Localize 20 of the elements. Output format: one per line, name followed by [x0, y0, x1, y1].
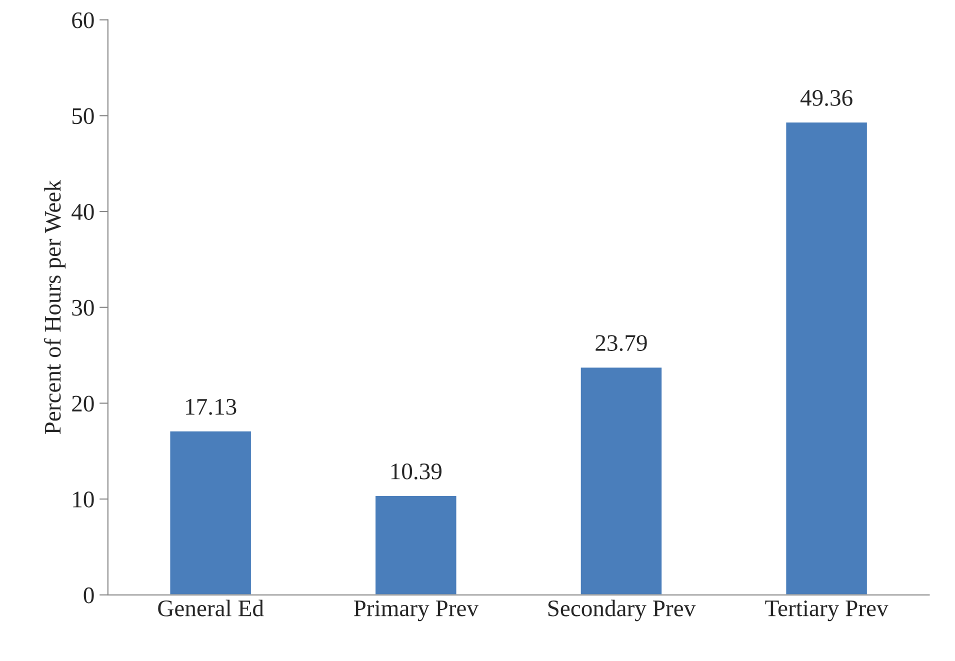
y-axis-title: Percent of Hours per Week — [44, 180, 66, 434]
x-tick-label: Tertiary Prev — [765, 600, 888, 622]
x-tick-label: Primary Prev — [354, 600, 479, 622]
x-tick-label: Secondary Prev — [548, 600, 696, 622]
y-tick-label: 40 — [72, 204, 94, 220]
data-label: 10.39 — [391, 463, 442, 480]
y-tick-label: 10 — [73, 492, 94, 508]
bar — [784, 121, 868, 595]
data-label: 49.36 — [800, 90, 852, 106]
y-tick-label: 60 — [72, 12, 94, 28]
y-tick-label: 20 — [72, 396, 94, 412]
y-tick-label: 30 — [72, 300, 94, 316]
x-tick-label: General Ed — [158, 600, 264, 616]
bar — [168, 430, 252, 595]
y-tick-label: 50 — [72, 108, 94, 124]
y-tick-label: 0 — [84, 587, 94, 604]
data-label: 23.79 — [596, 335, 647, 352]
bar — [579, 366, 663, 595]
data-label: 17.13 — [186, 398, 236, 415]
bar — [374, 494, 458, 595]
